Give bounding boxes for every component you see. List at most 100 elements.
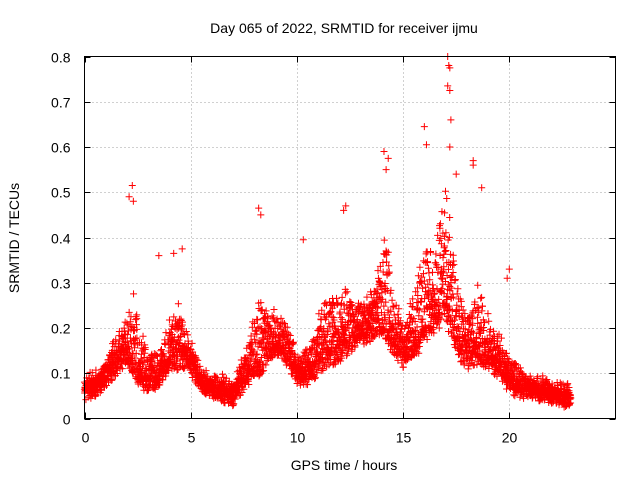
data-point — [386, 319, 394, 327]
data-point — [381, 250, 389, 258]
data-point — [459, 306, 467, 314]
x-tick-label: 0 — [82, 430, 90, 446]
data-point — [382, 166, 390, 174]
data-point — [387, 286, 395, 294]
data-point — [434, 264, 442, 272]
data-point — [505, 355, 513, 363]
data-point — [442, 246, 450, 254]
data-point — [155, 252, 163, 260]
data-point — [125, 193, 133, 201]
data-point — [427, 248, 435, 256]
data-point — [487, 338, 495, 346]
data-point — [345, 311, 353, 319]
data-point — [477, 328, 485, 336]
data-point — [509, 370, 517, 378]
data-point — [338, 293, 346, 301]
data-point — [449, 269, 457, 277]
data-point — [343, 288, 351, 296]
data-point — [441, 247, 449, 255]
data-point — [481, 319, 489, 327]
data-point — [149, 354, 157, 362]
data-point — [188, 339, 196, 347]
data-point — [435, 324, 443, 332]
data-point — [366, 337, 374, 345]
data-point — [140, 358, 148, 366]
data-point — [469, 315, 477, 323]
data-point — [453, 290, 461, 298]
data-point — [534, 373, 542, 381]
data-point — [424, 264, 432, 272]
data-point — [270, 314, 278, 322]
data-point — [496, 341, 504, 349]
data-point — [128, 181, 136, 189]
data-point — [378, 295, 386, 303]
data-point — [445, 302, 453, 310]
data-point — [304, 381, 312, 389]
data-point — [251, 320, 259, 328]
data-point — [88, 369, 96, 377]
data-point — [503, 355, 511, 363]
data-point — [435, 295, 443, 303]
data-point — [179, 329, 187, 337]
data-point — [516, 393, 524, 401]
data-point — [113, 369, 121, 377]
data-point — [375, 278, 383, 286]
data-point — [160, 353, 168, 361]
data-point — [327, 352, 335, 360]
data-point — [439, 254, 447, 262]
data-point — [126, 318, 134, 326]
data-point — [123, 330, 131, 338]
data-point — [434, 231, 442, 239]
data-point — [337, 314, 345, 322]
data-point — [445, 327, 453, 335]
data-point — [270, 306, 278, 314]
data-point — [374, 304, 382, 312]
data-point — [253, 315, 261, 323]
data-point — [387, 307, 395, 315]
data-point — [133, 334, 141, 342]
data-point — [289, 338, 297, 346]
data-point — [503, 274, 511, 282]
data-point — [189, 348, 197, 356]
data-point — [257, 211, 265, 219]
x-tick-label: 20 — [502, 430, 518, 446]
y-tick-label: 0.4 — [51, 231, 71, 247]
data-point — [468, 328, 476, 336]
data-point — [164, 367, 172, 375]
data-point — [264, 313, 272, 321]
data-point — [245, 361, 253, 369]
data-point — [441, 242, 449, 250]
data-point — [478, 302, 486, 310]
data-point — [380, 302, 388, 310]
y-tick-labels: 0 0.1 0.2 0.3 0.4 0.5 0.6 0.7 0.8 — [51, 50, 71, 428]
data-point — [448, 272, 456, 280]
chart-title: Day 065 of 2022, SRMTID for receiver ijm… — [210, 20, 478, 36]
data-point — [333, 294, 341, 302]
data-point — [159, 351, 167, 359]
data-point — [178, 245, 186, 253]
data-point — [384, 154, 392, 162]
data-point — [471, 298, 479, 306]
data-point — [388, 296, 396, 304]
data-point — [438, 274, 446, 282]
data-point — [317, 316, 325, 324]
data-point — [321, 337, 329, 345]
data-point — [451, 276, 459, 284]
data-point — [258, 360, 266, 368]
data-point — [480, 324, 488, 332]
data-point — [92, 366, 100, 374]
data-point — [374, 267, 382, 275]
data-point — [426, 324, 434, 332]
data-point — [446, 143, 454, 151]
data-point — [327, 308, 335, 316]
data-point — [336, 308, 344, 316]
data-point — [375, 318, 383, 326]
data-point — [409, 295, 417, 303]
data-point — [419, 270, 427, 278]
data-point — [218, 370, 226, 378]
data-point — [430, 290, 438, 298]
data-point — [377, 283, 385, 291]
data-point — [423, 258, 431, 266]
data-point — [392, 336, 400, 344]
